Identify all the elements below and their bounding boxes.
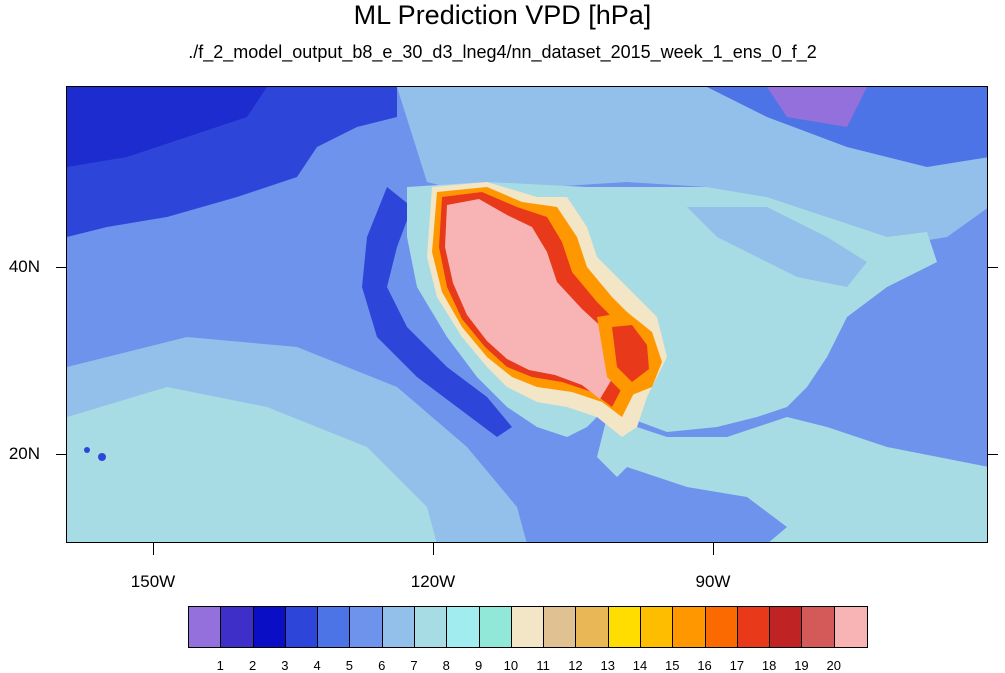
lat-tick-40n-right — [988, 267, 998, 268]
colorbar-swatch — [382, 607, 415, 647]
colorbar-swatch — [511, 607, 545, 647]
coastal-deep-band — [362, 187, 512, 437]
colorbar-swatch — [640, 607, 674, 647]
colorbar-swatch — [576, 607, 609, 647]
colorbar-swatch — [544, 607, 577, 647]
lon-tick-120w — [433, 543, 434, 555]
lat-tick-20n — [56, 454, 66, 455]
lon-label-90w: 90W — [695, 572, 731, 591]
lat-tick-20n-right — [988, 454, 998, 455]
map-plot-area — [66, 86, 988, 543]
colorbar-tick-label: 11 — [536, 658, 550, 673]
colorbar-swatch — [414, 607, 448, 647]
colorbar-swatch — [834, 607, 867, 647]
vpd-contour-map — [67, 87, 987, 542]
colorbar-tick-label: 17 — [729, 658, 745, 673]
colorbar-tick-label: 9 — [474, 658, 483, 673]
lon-tick-150w — [153, 543, 154, 555]
colorbar-swatch — [802, 607, 835, 647]
colorbar-tick-label: 2 — [248, 658, 257, 673]
colorbar-swatch — [770, 607, 803, 647]
colorbar-swatch — [285, 607, 319, 647]
colorbar-tick-label: 3 — [281, 658, 289, 673]
colorbar-tick-label: 1 — [216, 658, 224, 673]
colorbar-tick-label: 13 — [600, 658, 615, 673]
colorbar-tick-label: 10 — [503, 658, 519, 673]
colorbar-swatch — [479, 607, 512, 647]
colorbar-tick-label: 20 — [826, 658, 841, 673]
lon-tick-90w — [713, 543, 714, 555]
colorbar-tick-label: 8 — [442, 658, 450, 673]
colorbar-tick-label: 18 — [761, 658, 777, 673]
colorbar-swatch — [221, 607, 254, 647]
colorbar-tick-label: 4 — [313, 658, 321, 673]
lon-label-120w: 120W — [410, 572, 456, 591]
south-pacific-lightest — [67, 387, 437, 542]
colorbar-swatch — [608, 607, 641, 647]
colorbar-tick-label: 7 — [410, 658, 418, 673]
north-pacific-deep — [67, 87, 267, 167]
colorbar-swatch — [318, 607, 351, 647]
colorbar-tick-label: 12 — [568, 658, 583, 673]
map-subtitle: ./f_2_model_output_b8_e_30_d3_lneg4/nn_d… — [188, 42, 817, 62]
north-pacific-region — [67, 87, 397, 237]
north-canada-purple — [767, 87, 867, 127]
colorbar-swatch — [673, 607, 706, 647]
great-lakes-region — [687, 207, 867, 287]
colorbar-swatch — [705, 607, 738, 647]
hawaii-island — [84, 447, 90, 453]
hawaii-island — [98, 453, 106, 461]
texas-red — [612, 325, 649, 382]
colorbar-tick-label: 14 — [632, 658, 648, 673]
colorbar-swatch — [447, 607, 480, 647]
colorbar — [188, 606, 868, 648]
colorbar-tick-label: 5 — [345, 658, 354, 673]
colorbar-tick-label: 6 — [378, 658, 386, 673]
lat-tick-40n — [56, 267, 66, 268]
map-title: ML Prediction VPD [hPa] — [353, 0, 652, 30]
colorbar-swatch — [253, 607, 286, 647]
colorbar-swatch — [737, 607, 771, 647]
lat-label-40n: 40N — [8, 257, 40, 276]
colorbar-swatch — [350, 607, 383, 647]
colorbar-swatch — [189, 607, 222, 647]
colorbar-tick-label: 19 — [794, 658, 809, 673]
lon-label-150w: 150W — [130, 572, 176, 591]
vpd-pink-zone — [445, 199, 622, 399]
central-america-coast — [587, 467, 787, 542]
colorbar-tick-label: 15 — [665, 658, 680, 673]
colorbar-tick-label: 16 — [697, 658, 712, 673]
lat-label-20n: 20N — [8, 444, 40, 463]
